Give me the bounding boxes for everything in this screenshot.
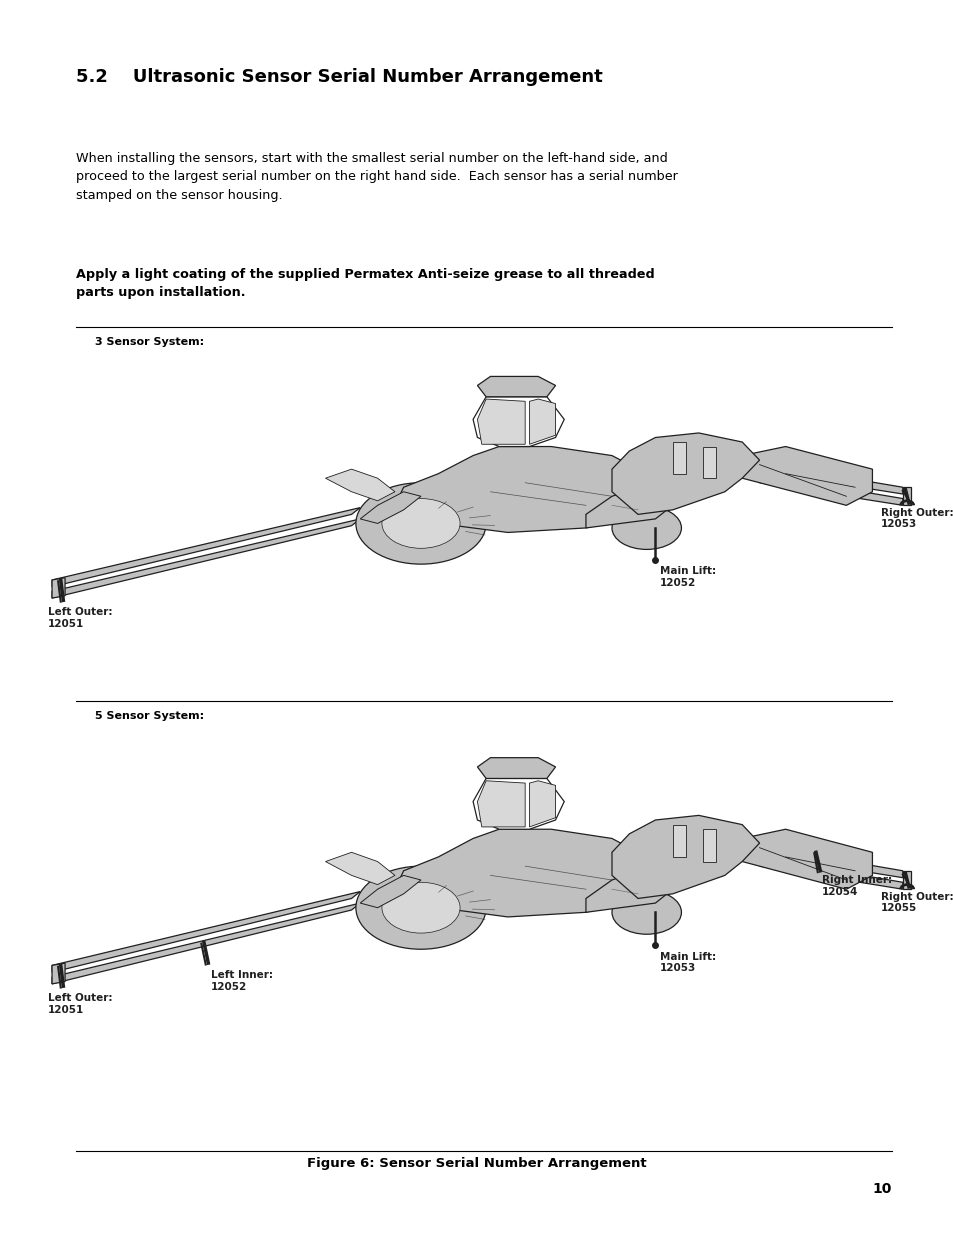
Polygon shape	[395, 447, 655, 532]
Ellipse shape	[355, 483, 486, 564]
Ellipse shape	[381, 882, 459, 934]
Polygon shape	[759, 847, 902, 878]
Polygon shape	[52, 963, 65, 984]
Polygon shape	[529, 399, 555, 445]
Polygon shape	[476, 758, 555, 778]
Text: 5.2    Ultrasonic Sensor Serial Number Arrangement: 5.2 Ultrasonic Sensor Serial Number Arra…	[76, 68, 602, 86]
Polygon shape	[702, 447, 716, 478]
Ellipse shape	[355, 866, 486, 950]
Text: Main Lift:
12052: Main Lift: 12052	[659, 567, 715, 588]
Text: Left Inner:
12052: Left Inner: 12052	[211, 969, 273, 992]
Text: Right Outer:
12055: Right Outer: 12055	[881, 892, 953, 913]
Polygon shape	[52, 508, 360, 587]
Polygon shape	[759, 475, 902, 505]
Text: Left Outer:
12051: Left Outer: 12051	[48, 993, 112, 1015]
Polygon shape	[672, 442, 685, 474]
Polygon shape	[612, 815, 759, 899]
Polygon shape	[360, 876, 420, 908]
Text: 10: 10	[872, 1182, 891, 1195]
Ellipse shape	[612, 890, 680, 934]
Polygon shape	[529, 781, 555, 827]
Text: Right Inner:
12054: Right Inner: 12054	[821, 876, 891, 897]
Text: Figure 6: Sensor Serial Number Arrangement: Figure 6: Sensor Serial Number Arrangeme…	[307, 1157, 646, 1171]
Polygon shape	[759, 464, 902, 494]
Polygon shape	[360, 492, 420, 524]
Text: 5 Sensor System:: 5 Sensor System:	[95, 711, 204, 721]
Text: Apply a light coating of the supplied Permatex Anti-seize grease to all threaded: Apply a light coating of the supplied Pe…	[76, 268, 655, 300]
Polygon shape	[702, 829, 716, 862]
Polygon shape	[476, 377, 555, 396]
Polygon shape	[325, 852, 395, 884]
Polygon shape	[902, 488, 910, 505]
Polygon shape	[585, 871, 672, 913]
Polygon shape	[52, 903, 360, 984]
Polygon shape	[741, 447, 872, 505]
Text: Left Outer:
12051: Left Outer: 12051	[48, 608, 112, 629]
Polygon shape	[473, 396, 563, 447]
Polygon shape	[473, 778, 563, 829]
Polygon shape	[52, 892, 360, 972]
Polygon shape	[476, 781, 525, 827]
Polygon shape	[395, 829, 655, 916]
Polygon shape	[902, 871, 910, 889]
Ellipse shape	[381, 499, 459, 548]
Polygon shape	[476, 399, 525, 445]
Polygon shape	[672, 825, 685, 857]
Text: When installing the sensors, start with the smallest serial number on the left-h: When installing the sensors, start with …	[76, 152, 678, 201]
Ellipse shape	[612, 506, 680, 550]
Polygon shape	[741, 829, 872, 889]
Text: Right Outer:
12053: Right Outer: 12053	[881, 508, 953, 529]
Text: Main Lift:
12053: Main Lift: 12053	[659, 951, 715, 973]
Polygon shape	[52, 519, 360, 598]
Polygon shape	[612, 433, 759, 515]
Polygon shape	[759, 860, 902, 889]
Polygon shape	[52, 578, 65, 598]
Polygon shape	[585, 488, 672, 527]
Text: 3 Sensor System:: 3 Sensor System:	[95, 337, 204, 347]
Polygon shape	[325, 469, 395, 501]
